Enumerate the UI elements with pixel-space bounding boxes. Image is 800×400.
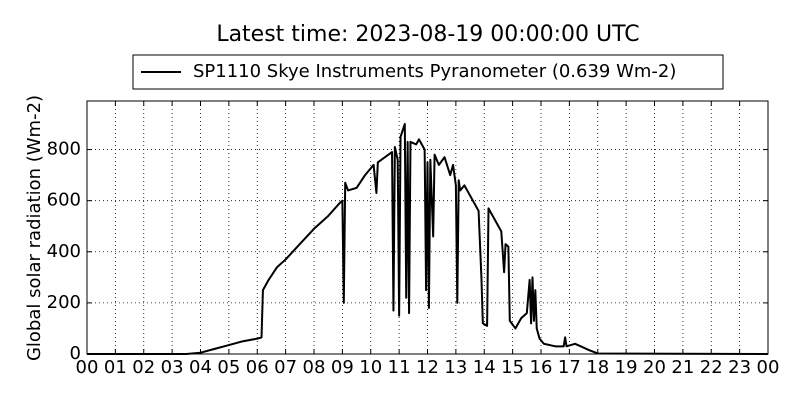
x-tick-label: 08 bbox=[303, 357, 326, 378]
legend-box bbox=[132, 54, 724, 90]
x-tick-label: 23 bbox=[728, 357, 751, 378]
x-tick-label: 19 bbox=[615, 357, 638, 378]
x-tick-label: 13 bbox=[444, 357, 467, 378]
x-tick-label: 05 bbox=[217, 357, 240, 378]
x-tick-label: 21 bbox=[671, 357, 694, 378]
x-tick-label: 01 bbox=[104, 357, 127, 378]
y-tick-label: 600 bbox=[47, 190, 81, 211]
x-tick-label: 16 bbox=[530, 357, 553, 378]
legend: SP1110 Skye Instruments Pyranometer (0.6… bbox=[132, 54, 724, 90]
x-tick-label: 10 bbox=[359, 357, 382, 378]
x-tick-label: 14 bbox=[473, 357, 496, 378]
x-tick-label: 15 bbox=[501, 357, 524, 378]
x-tick-label: 00 bbox=[76, 357, 99, 378]
y-tick-label: 800 bbox=[47, 139, 81, 160]
x-tick-label: 11 bbox=[388, 357, 411, 378]
x-tick-label: 03 bbox=[161, 357, 184, 378]
x-tick-label: 20 bbox=[643, 357, 666, 378]
y-tick-label: 400 bbox=[47, 241, 81, 262]
y-tick-label: 0 bbox=[70, 343, 81, 364]
x-tick-label: 02 bbox=[132, 357, 155, 378]
x-tick-label: 18 bbox=[586, 357, 609, 378]
x-tick-label: 09 bbox=[331, 357, 354, 378]
x-tick-label: 04 bbox=[189, 357, 212, 378]
y-tick-label: 200 bbox=[47, 292, 81, 313]
x-tick-label: 07 bbox=[274, 357, 297, 378]
x-tick-label: 12 bbox=[416, 357, 439, 378]
chart-title: Latest time: 2023-08-19 00:00:00 UTC bbox=[216, 22, 639, 47]
x-tick-label: 06 bbox=[246, 357, 269, 378]
legend-label: SP1110 Skye Instruments Pyranometer (0.6… bbox=[193, 61, 676, 82]
y-axis-label: Global solar radiation (Wm-2) bbox=[24, 95, 45, 361]
x-tick-label: 17 bbox=[558, 357, 581, 378]
x-tick-label: 00 bbox=[757, 357, 780, 378]
data-line bbox=[87, 123, 769, 355]
x-tick-label: 22 bbox=[700, 357, 723, 378]
plot-frame bbox=[86, 100, 769, 355]
